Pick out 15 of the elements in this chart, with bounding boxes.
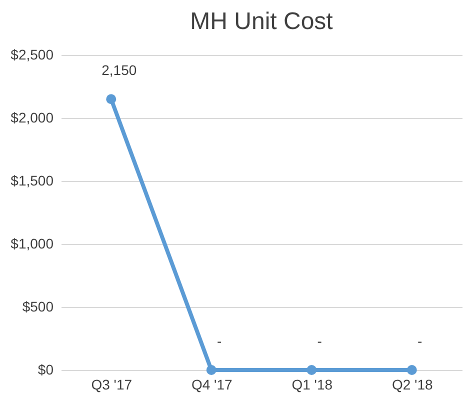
x-tick-label: Q1 '18 (292, 376, 333, 392)
data-label: - (317, 333, 322, 349)
y-tick-label: $0 (38, 362, 54, 378)
chart-title: MH Unit Cost (190, 8, 334, 35)
y-tick-label: $1,500 (10, 172, 54, 188)
data-label: 2,150 (102, 62, 137, 78)
y-tick-label: $1,000 (10, 236, 54, 252)
y-tick-label: $2,000 (10, 110, 54, 126)
x-tick-label: Q4 '17 (191, 376, 232, 392)
y-tick-label: $500 (22, 298, 54, 314)
data-label: - (418, 333, 423, 349)
y-tick-label: $2,500 (10, 46, 54, 62)
data-label: - (217, 333, 222, 349)
x-tick-label: Q3 '17 (91, 376, 132, 392)
x-tick-label: Q2 '18 (392, 376, 433, 392)
